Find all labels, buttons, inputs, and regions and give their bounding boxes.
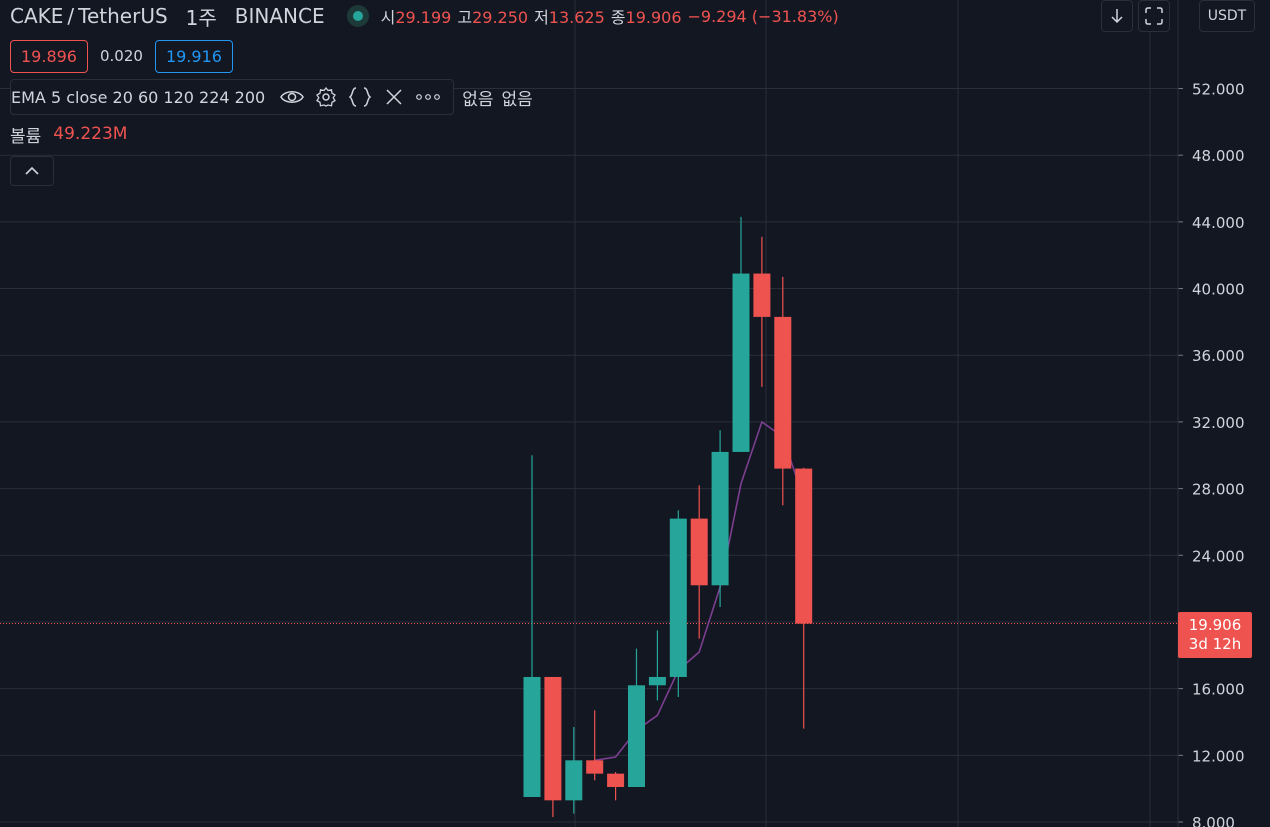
last-price-value: 19.906 — [1188, 616, 1242, 634]
candle-body — [607, 773, 625, 787]
fullscreen-icon — [1145, 7, 1163, 25]
symbol-name[interactable]: CAKE — [10, 4, 64, 28]
high-label: 고 — [457, 8, 473, 27]
price-axis-label: 48.000 — [1192, 147, 1245, 165]
indicator-source-2: 없음 — [501, 89, 533, 110]
candle-body — [690, 518, 708, 586]
candle-body — [753, 273, 771, 317]
candle-body — [565, 760, 583, 801]
bid-price-button[interactable]: 19.896 — [10, 39, 88, 73]
candle-body — [523, 676, 541, 797]
candle-body — [648, 676, 666, 686]
indicator-title: EMA 5 close 20 60 120 224 200 — [11, 87, 266, 107]
candle-body — [732, 273, 750, 452]
price-axis-label: 28.000 — [1192, 481, 1245, 499]
close-value: 19.906 — [625, 8, 682, 27]
price-axis-label: 8.000 — [1192, 814, 1235, 827]
candle-body — [628, 685, 645, 787]
high-value: 29.250 — [472, 8, 529, 27]
arrow-down-icon — [1111, 9, 1123, 24]
candle-body — [795, 468, 813, 624]
candle-body — [711, 451, 729, 586]
countdown-value: 3d 12h — [1188, 635, 1242, 653]
ema-indicator-row[interactable]: EMA 5 close 20 60 120 224 200 — [10, 79, 455, 115]
open-value: 29.199 — [395, 8, 452, 27]
price-axis-label: 44.000 — [1192, 214, 1245, 232]
currency-button[interactable]: USDT — [1199, 0, 1255, 32]
volume-value: 49.223M — [53, 124, 128, 144]
candle-body — [774, 316, 792, 469]
scroll-down-button[interactable] — [1101, 0, 1133, 32]
interval-label[interactable]: 1주 — [185, 5, 217, 30]
close-label: 종 — [610, 8, 626, 27]
symbol-legend: CAKE / TetherUS 1주 BINANCE 시29.199 고29.2… — [10, 2, 845, 30]
indicator-legend: EMA 5 close 20 60 120 224 200 없음 없음 — [10, 79, 533, 115]
exchange-label: BINANCE — [234, 4, 325, 28]
price-axis-label: 36.000 — [1192, 347, 1245, 365]
eye-icon[interactable] — [275, 82, 309, 112]
price-axis-label: 24.000 — [1192, 547, 1245, 565]
collapse-legend-button[interactable] — [10, 156, 54, 186]
more-icon[interactable] — [411, 82, 445, 112]
low-value: 13.625 — [548, 8, 605, 27]
spread-value: 0.020 — [99, 47, 143, 65]
low-label: 저 — [534, 8, 549, 27]
volume-legend[interactable]: 볼륨 49.223M — [10, 120, 127, 148]
ask-price-button[interactable]: 19.916 — [154, 39, 233, 73]
braces-icon[interactable] — [343, 82, 377, 112]
quote-legend: 19.896 0.020 19.916 — [10, 38, 233, 74]
price-axis-label: 40.000 — [1192, 281, 1245, 299]
fullscreen-button[interactable] — [1138, 0, 1170, 32]
indicator-source-1: 없음 — [462, 89, 494, 110]
gear-icon[interactable] — [309, 82, 343, 112]
candle-body — [586, 760, 604, 774]
chevron-up-icon — [25, 167, 39, 175]
candle-body — [544, 676, 562, 801]
quote-name[interactable]: TetherUS — [78, 4, 168, 28]
candle-body — [669, 518, 687, 677]
market-status-icon[interactable] — [346, 5, 369, 27]
close-icon[interactable] — [377, 82, 411, 112]
price-axis-label: 16.000 — [1192, 681, 1245, 699]
volume-label: 볼륨 — [10, 126, 42, 147]
price-axis-label: 52.000 — [1192, 81, 1245, 99]
last-price-label: 19.906 3d 12h — [1178, 612, 1252, 658]
price-axis-label: 12.000 — [1192, 747, 1245, 765]
open-label: 시 — [380, 8, 396, 27]
change-value: −9.294 (−31.83%) — [687, 6, 839, 26]
price-axis-label: 32.000 — [1192, 414, 1245, 432]
symbol-separator: / — [67, 4, 75, 28]
